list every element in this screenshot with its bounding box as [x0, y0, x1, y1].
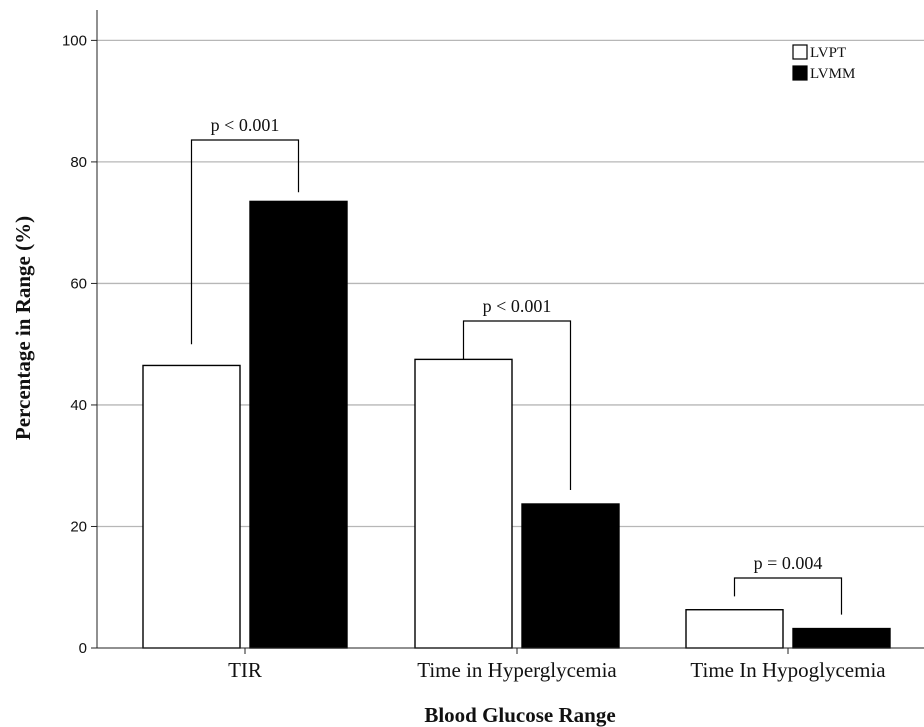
x-tick-label: Time in Hyperglycemia [417, 658, 617, 682]
legend-label-lvpt: LVPT [810, 45, 846, 61]
bar-lvpt-0 [142, 364, 241, 649]
significance-bracket [733, 577, 843, 615]
y-tick-label: 0 [79, 640, 87, 657]
y-tick-label: 80 [70, 154, 87, 171]
legend-label-lvmm: LVMM [810, 66, 855, 82]
legend-swatch-lvpt [792, 44, 808, 60]
bar-lvpt-2 [685, 609, 784, 649]
bar-lvmm-2 [792, 627, 891, 649]
y-axis-title: Percentage in Range (%) [11, 216, 35, 440]
significance-bracket [190, 139, 300, 345]
p-value-label: p = 0.004 [754, 553, 823, 573]
x-tick-label: Time In Hypoglycemia [690, 658, 886, 682]
bar-lvmm-0 [249, 200, 348, 649]
bars [142, 200, 891, 649]
y-ticks: 0 20 40 60 80 100 [62, 32, 97, 657]
significance-brackets: p < 0.001 p < 0.001 p = 0.004 [190, 115, 843, 615]
x-ticks: TIR Time in Hyperglycemia Time In Hypoglyc… [228, 648, 886, 682]
legend-swatch-lvmm [792, 65, 808, 81]
y-tick-label: 100 [62, 32, 87, 49]
y-tick-label: 60 [70, 275, 87, 292]
bar-lvpt-1 [414, 358, 513, 649]
y-tick-label: 40 [70, 397, 87, 414]
x-axis-title: Blood Glucose Range [424, 703, 615, 727]
x-tick-label: TIR [228, 658, 262, 682]
significance-bracket [462, 320, 572, 491]
p-value-label: p < 0.001 [483, 296, 552, 316]
legend: LVPT LVMM [792, 44, 855, 82]
bar-lvmm-1 [521, 503, 620, 649]
y-tick-label: 20 [70, 518, 87, 535]
p-value-label: p < 0.001 [211, 115, 280, 135]
